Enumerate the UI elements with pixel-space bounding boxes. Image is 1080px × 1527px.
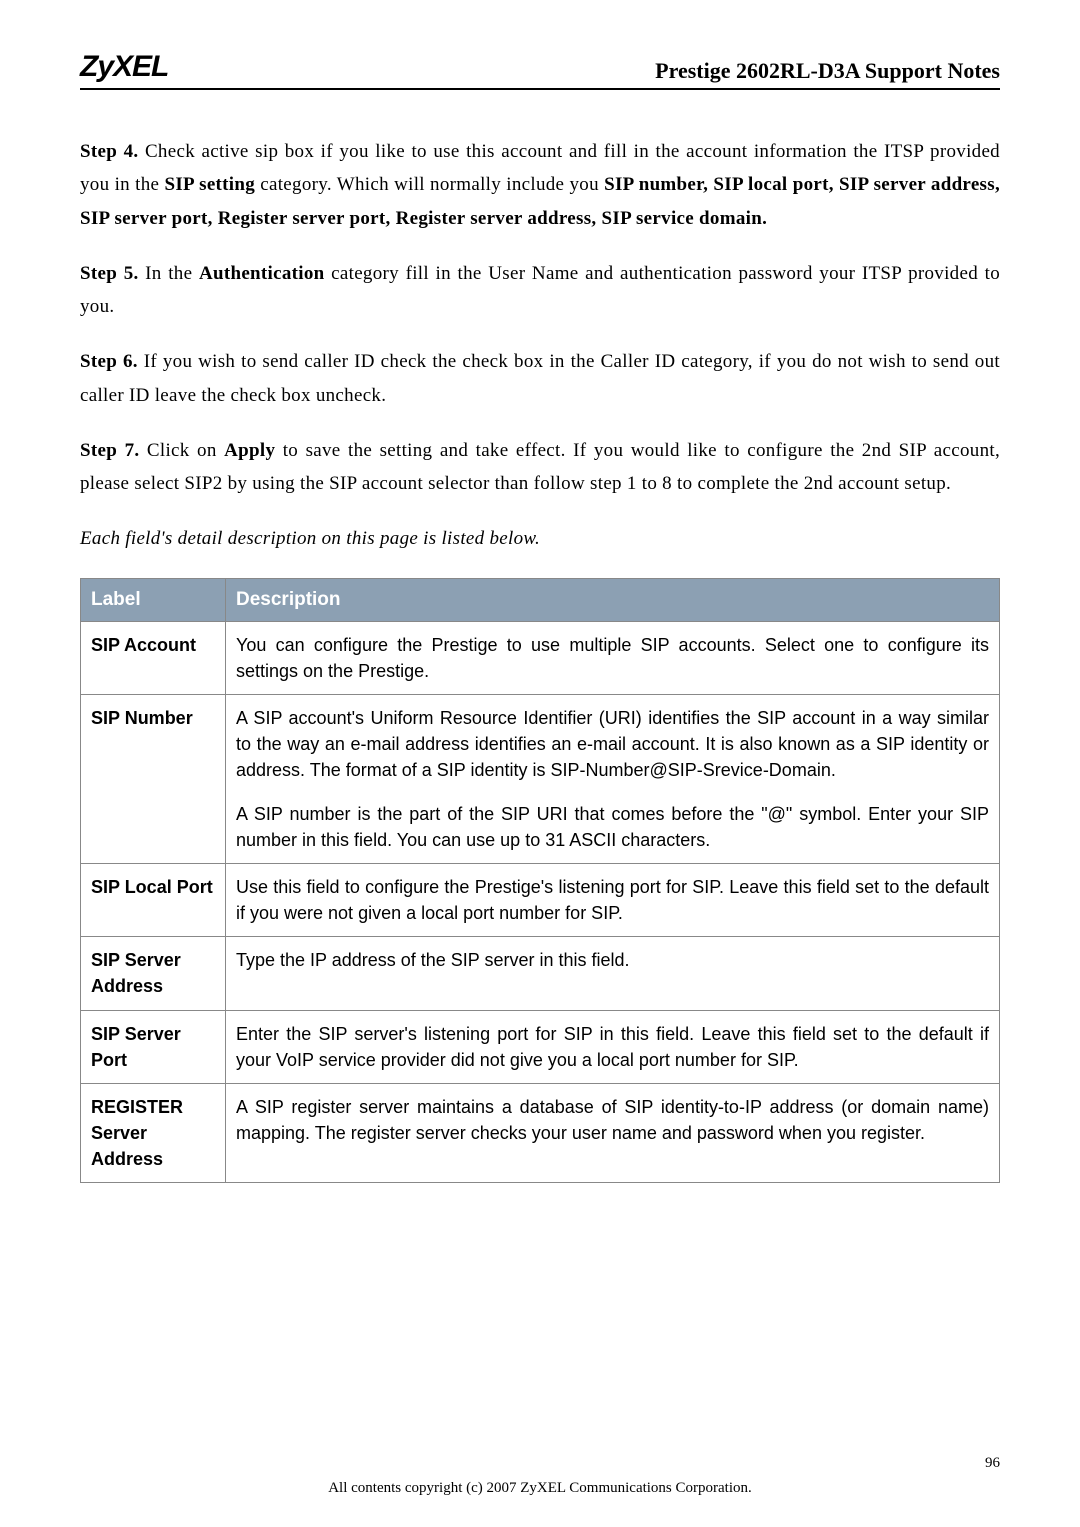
- table-row: SIP Server Address Type the IP address o…: [81, 937, 1000, 1010]
- sip-setting-bold: SIP setting: [165, 174, 256, 195]
- table-row: REGISTER Server Address A SIP register s…: [81, 1083, 1000, 1182]
- row-label: SIP Number: [81, 694, 226, 863]
- row-desc-a: A SIP account's Uniform Resource Identif…: [236, 708, 989, 780]
- row-label: SIP Account: [81, 621, 226, 694]
- row-desc: Type the IP address of the SIP server in…: [226, 937, 1000, 1010]
- row-label: SIP Server Port: [81, 1010, 226, 1083]
- step-4-text-b: category. Which will normally include yo…: [255, 174, 604, 195]
- row-desc-b: A SIP number is the part of the SIP URI …: [236, 804, 989, 850]
- page-number: 96: [985, 1455, 1000, 1472]
- table-row: SIP Number A SIP account's Uniform Resou…: [81, 694, 1000, 863]
- th-label: Label: [81, 578, 226, 621]
- apply-bold: Apply: [224, 440, 275, 461]
- step-5-label: Step 5.: [80, 263, 139, 284]
- row-desc: A SIP register server maintains a databa…: [226, 1083, 1000, 1182]
- step-5-para: Step 5. In the Authentication category f…: [80, 257, 1000, 324]
- step-7-para: Step 7. Click on Apply to save the setti…: [80, 434, 1000, 501]
- step-6-label: Step 6.: [80, 351, 138, 372]
- table-row: SIP Account You can configure the Presti…: [81, 621, 1000, 694]
- step-6-para: Step 6. If you wish to send caller ID ch…: [80, 345, 1000, 412]
- table-row: SIP Local Port Use this field to configu…: [81, 864, 1000, 937]
- row-label: SIP Server Address: [81, 937, 226, 1010]
- row-label: SIP Local Port: [81, 864, 226, 937]
- row-desc: A SIP account's Uniform Resource Identif…: [226, 694, 1000, 863]
- logo: ZyXEL: [80, 50, 168, 84]
- field-detail-intro: Each field's detail description on this …: [80, 522, 1000, 555]
- step-5-text-a: In the: [139, 263, 199, 284]
- row-label: REGISTER Server Address: [81, 1083, 226, 1182]
- step-7-text-a: Click on: [139, 440, 224, 461]
- row-spacer: [236, 783, 989, 801]
- step-7-label: Step 7.: [80, 440, 139, 461]
- step-6-text: If you wish to send caller ID check the …: [80, 351, 1000, 405]
- row-desc: Use this field to configure the Prestige…: [226, 864, 1000, 937]
- table-header-row: Label Description: [81, 578, 1000, 621]
- row-desc: You can configure the Prestige to use mu…: [226, 621, 1000, 694]
- step-4-label: Step 4.: [80, 141, 138, 162]
- fields-table: Label Description SIP Account You can co…: [80, 578, 1000, 1184]
- table-row: SIP Server Port Enter the SIP server's l…: [81, 1010, 1000, 1083]
- authentication-bold: Authentication: [199, 263, 325, 284]
- footer-copyright: All contents copyright (c) 2007 ZyXEL Co…: [0, 1480, 1080, 1497]
- header-title: Prestige 2602RL-D3A Support Notes: [655, 58, 1000, 84]
- page-header: ZyXEL Prestige 2602RL-D3A Support Notes: [80, 50, 1000, 90]
- th-description: Description: [226, 578, 1000, 621]
- row-desc: Enter the SIP server's listening port fo…: [226, 1010, 1000, 1083]
- step-4-para: Step 4. Check active sip box if you like…: [80, 135, 1000, 235]
